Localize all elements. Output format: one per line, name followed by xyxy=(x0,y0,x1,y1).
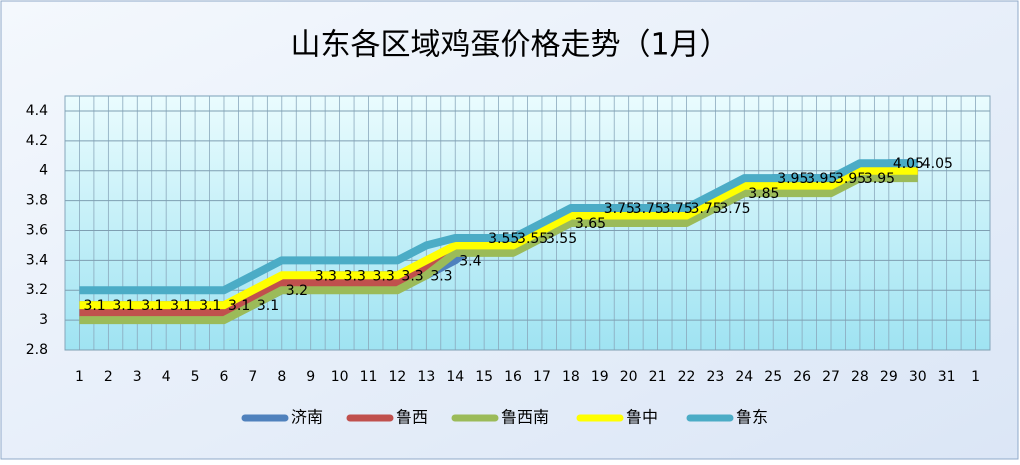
x-tick-label: 31 xyxy=(938,369,956,385)
x-tick-label: 14 xyxy=(446,369,464,385)
x-tick-label: 4 xyxy=(162,369,171,385)
data-label: 3.1 xyxy=(83,298,105,314)
data-label: 3.75 xyxy=(690,201,721,217)
data-label: 3.1 xyxy=(228,298,250,314)
series-line xyxy=(79,166,918,310)
x-tick-label: 12 xyxy=(389,369,407,385)
data-label: 3.1 xyxy=(170,298,192,314)
data-label: 3.1 xyxy=(199,298,221,314)
x-tick-label: 15 xyxy=(475,369,493,385)
x-tick-label: 11 xyxy=(360,369,378,385)
data-label: 4.05 xyxy=(893,156,924,172)
data-label: 3.95 xyxy=(777,171,808,187)
data-label: 3.75 xyxy=(633,201,664,217)
x-tick-label: 26 xyxy=(793,369,811,385)
x-tick-label: 5 xyxy=(191,369,200,385)
data-label: 3.3 xyxy=(315,268,337,284)
legend-label: 鲁西 xyxy=(396,408,428,427)
data-label: 3.3 xyxy=(401,268,423,284)
series-line xyxy=(79,159,918,295)
data-label: 3.75 xyxy=(604,201,635,217)
data-label: 3.3 xyxy=(430,268,452,284)
x-tick-label: 9 xyxy=(306,369,315,385)
data-label: 3.95 xyxy=(806,171,837,187)
x-tick-label: 18 xyxy=(562,369,580,385)
x-tick-label: 2 xyxy=(104,369,113,385)
x-tick-label: 24 xyxy=(735,369,753,385)
x-tick-label: 3 xyxy=(133,369,142,385)
y-tick-label: 4 xyxy=(39,163,48,179)
x-tick-label: 16 xyxy=(504,369,522,385)
series-line xyxy=(79,174,918,325)
data-label: 3.55 xyxy=(488,231,519,247)
x-tick-label: 23 xyxy=(706,369,724,385)
y-tick-label: 3.6 xyxy=(26,222,48,238)
x-tick-label: 20 xyxy=(620,369,638,385)
x-tick-label: 7 xyxy=(248,369,257,385)
data-label: 3.2 xyxy=(286,283,308,299)
y-tick-label: 3.8 xyxy=(26,193,48,209)
x-tick-label: 1 xyxy=(75,369,84,385)
data-label: 3.1 xyxy=(141,298,163,314)
chart-title: 山东各区域鸡蛋价格走势（1月） xyxy=(290,28,729,63)
x-tick-label: 10 xyxy=(331,369,349,385)
y-tick-label: 4.2 xyxy=(26,133,48,149)
x-tick-label: 8 xyxy=(277,369,286,385)
data-label: 3.95 xyxy=(864,171,895,187)
x-tick-label: 6 xyxy=(220,369,229,385)
data-label: 3.4 xyxy=(459,253,481,269)
x-tick-label: 1 xyxy=(971,369,980,385)
data-label: 3.85 xyxy=(748,186,779,202)
x-tick-label: 27 xyxy=(822,369,840,385)
data-label: 3.65 xyxy=(575,216,606,232)
data-label: 3.3 xyxy=(373,268,395,284)
y-tick-label: 4.4 xyxy=(26,103,48,119)
legend-label: 鲁西南 xyxy=(501,408,549,427)
data-label: 3.75 xyxy=(662,201,693,217)
x-tick-label: 19 xyxy=(591,369,609,385)
data-label: 3.1 xyxy=(112,298,134,314)
data-label: 4.05 xyxy=(922,156,953,172)
y-tick-label: 3.2 xyxy=(26,282,48,298)
y-tick-label: 3.4 xyxy=(26,252,48,268)
legend-label: 鲁中 xyxy=(626,408,658,427)
data-label: 3.95 xyxy=(835,171,866,187)
x-tick-label: 25 xyxy=(764,369,782,385)
data-label: 3.55 xyxy=(517,231,548,247)
x-tick-label: 17 xyxy=(533,369,551,385)
data-label: 3.1 xyxy=(257,298,279,314)
data-label: 3.75 xyxy=(719,201,750,217)
x-tick-label: 22 xyxy=(678,369,696,385)
data-label: 3.55 xyxy=(546,231,577,247)
x-tick-label: 21 xyxy=(649,369,667,385)
legend-label: 鲁东 xyxy=(736,408,768,427)
x-tick-label: 28 xyxy=(851,369,869,385)
legend-label: 济南 xyxy=(291,408,323,427)
data-label: 3.3 xyxy=(344,268,366,284)
x-tick-label: 29 xyxy=(880,369,898,385)
x-tick-label: 13 xyxy=(417,369,435,385)
x-tick-label: 30 xyxy=(909,369,927,385)
y-tick-label: 3 xyxy=(39,312,48,328)
y-tick-label: 2.8 xyxy=(26,342,48,358)
